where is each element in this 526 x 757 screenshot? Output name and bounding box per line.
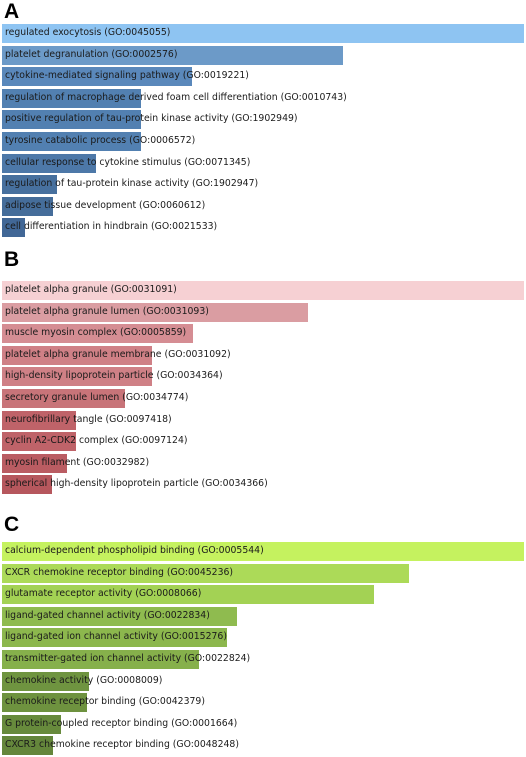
bar-row: glutamate receptor activity (GO:0008066) [2,584,526,606]
bar-label: platelet alpha granule membrane (GO:0031… [5,348,231,360]
bar [2,542,524,561]
bar-label: platelet alpha granule (GO:0031091) [5,284,177,295]
bar-label: transmitter-gated ion channel activity (… [5,653,251,664]
bar-label: regulated exocytosis (GO:0045055) [5,27,171,38]
bar-label: muscle myosin complex (GO:0005859) [5,327,187,339]
bar [2,218,25,238]
bar-label: neurofibrillary tangle (GO:0097418) [5,413,172,425]
bar [2,324,193,344]
bar-row: regulation of tau-protein kinase activit… [2,174,526,196]
bar-label: platelet degranulation (GO:0002576) [5,48,178,60]
bar [2,410,76,430]
bar-label: chemokine activity (GO:0008009) [5,674,163,686]
bar-label: myosin filament (GO:0032982) [5,456,150,468]
bar [2,345,152,365]
bar-row: high-density lipoprotein particle (GO:00… [2,366,526,388]
bar-row: tyrosine catabolic process (GO:0006572) [2,131,526,153]
bar-label: ligand-gated channel activity (GO:002283… [5,609,210,621]
bar [2,606,237,626]
bar-row: cyclin A2-CDK2 complex (GO:0097124) [2,431,526,453]
bar-label: regulation of tau-protein kinase activit… [5,178,259,190]
bar-label: chemokine receptor binding (GO:0042379) [5,696,205,708]
bar-row: spherical high-density lipoprotein parti… [2,474,526,496]
bar-label: regulation of macrophage derived foam ce… [5,91,347,103]
bar [2,585,374,605]
bar [2,67,192,87]
bar [2,367,152,387]
bar-row: secretory granule lumen (GO:0034774) [2,388,526,410]
bar-row: chemokine receptor binding (GO:0042379) [2,692,526,714]
bar-label: tyrosine catabolic process (GO:0006572) [5,135,196,146]
bar-label: cellular response to cytokine stimulus (… [5,156,251,168]
bar-row: platelet alpha granule membrane (GO:0031… [2,345,526,367]
bar-row: myosin filament (GO:0032982) [2,453,526,475]
panel-letter-c: C [4,513,20,536]
bar [2,714,61,734]
bar-row: CXCR chemokine receptor binding (GO:0045… [2,563,526,585]
bar [2,736,53,756]
bar-label: adipose tissue development (GO:0060612) [5,199,206,211]
bar-label: cytokine-mediated signaling pathway (GO:… [5,70,249,82]
bar-row: platelet alpha granule lumen (GO:0031093… [2,302,526,324]
bar-label: positive regulation of tau-protein kinas… [5,113,298,125]
panel-letter-b: B [4,248,20,271]
bar [2,302,308,322]
bar [2,671,89,691]
bar-label: CXCR chemokine receptor binding (GO:0045… [5,566,234,578]
bar-row: transmitter-gated ion channel activity (… [2,649,526,671]
bar [2,650,199,669]
bar-label: platelet alpha granule lumen (GO:0031093… [5,305,209,317]
bar [2,196,53,216]
bar [2,475,52,495]
bar [2,110,141,130]
bar-row: ligand-gated ion channel activity (GO:00… [2,627,526,649]
bar [2,432,76,452]
bar-row: chemokine activity (GO:0008009) [2,671,526,693]
bar-label: calcium-dependent phospholipid binding (… [5,545,264,556]
bar-label: ligand-gated ion channel activity (GO:00… [5,631,227,643]
bar-row: ligand-gated channel activity (GO:002283… [2,606,526,628]
bar [2,132,141,151]
bar-label: G protein-coupled receptor binding (GO:0… [5,717,238,729]
bar-row: neurofibrillary tangle (GO:0097418) [2,410,526,432]
bar [2,563,409,583]
bar-row: regulated exocytosis (GO:0045055) [2,23,526,45]
panel-letter-a: A [4,0,20,23]
bar-label: CXCR3 chemokine receptor binding (GO:004… [5,739,239,751]
bar [2,628,227,648]
bar-label: cyclin A2-CDK2 complex (GO:0097124) [5,435,188,447]
bar [2,453,67,473]
bar-row: calcium-dependent phospholipid binding (… [2,541,526,563]
bar-label: cell differentiation in hindbrain (GO:00… [5,221,218,233]
bar-row: platelet alpha granule (GO:0031091) [2,280,526,302]
bar-row: CXCR3 chemokine receptor binding (GO:004… [2,735,526,757]
bar-label: glutamate receptor activity (GO:0008066) [5,588,202,600]
bar [2,88,141,108]
bar [2,281,524,300]
bar-row: positive regulation of tau-protein kinas… [2,109,526,131]
bar-row: platelet degranulation (GO:0002576) [2,45,526,67]
bar-row: cytokine-mediated signaling pathway (GO:… [2,66,526,88]
bar [2,24,524,43]
bar-row: cell differentiation in hindbrain (GO:00… [2,217,526,239]
bar [2,153,96,173]
bar-row: G protein-coupled receptor binding (GO:0… [2,714,526,736]
bar [2,45,343,65]
bar-label: spherical high-density lipoprotein parti… [5,478,268,490]
bar-row: regulation of macrophage derived foam ce… [2,88,526,110]
bar-row: adipose tissue development (GO:0060612) [2,196,526,218]
bar [2,389,125,408]
bar-row: muscle myosin complex (GO:0005859) [2,323,526,345]
bar-label: secretory granule lumen (GO:0034774) [5,392,189,403]
bar [2,693,87,713]
bar-label: high-density lipoprotein particle (GO:00… [5,370,223,382]
bar-row: cellular response to cytokine stimulus (… [2,153,526,175]
bar [2,175,57,195]
